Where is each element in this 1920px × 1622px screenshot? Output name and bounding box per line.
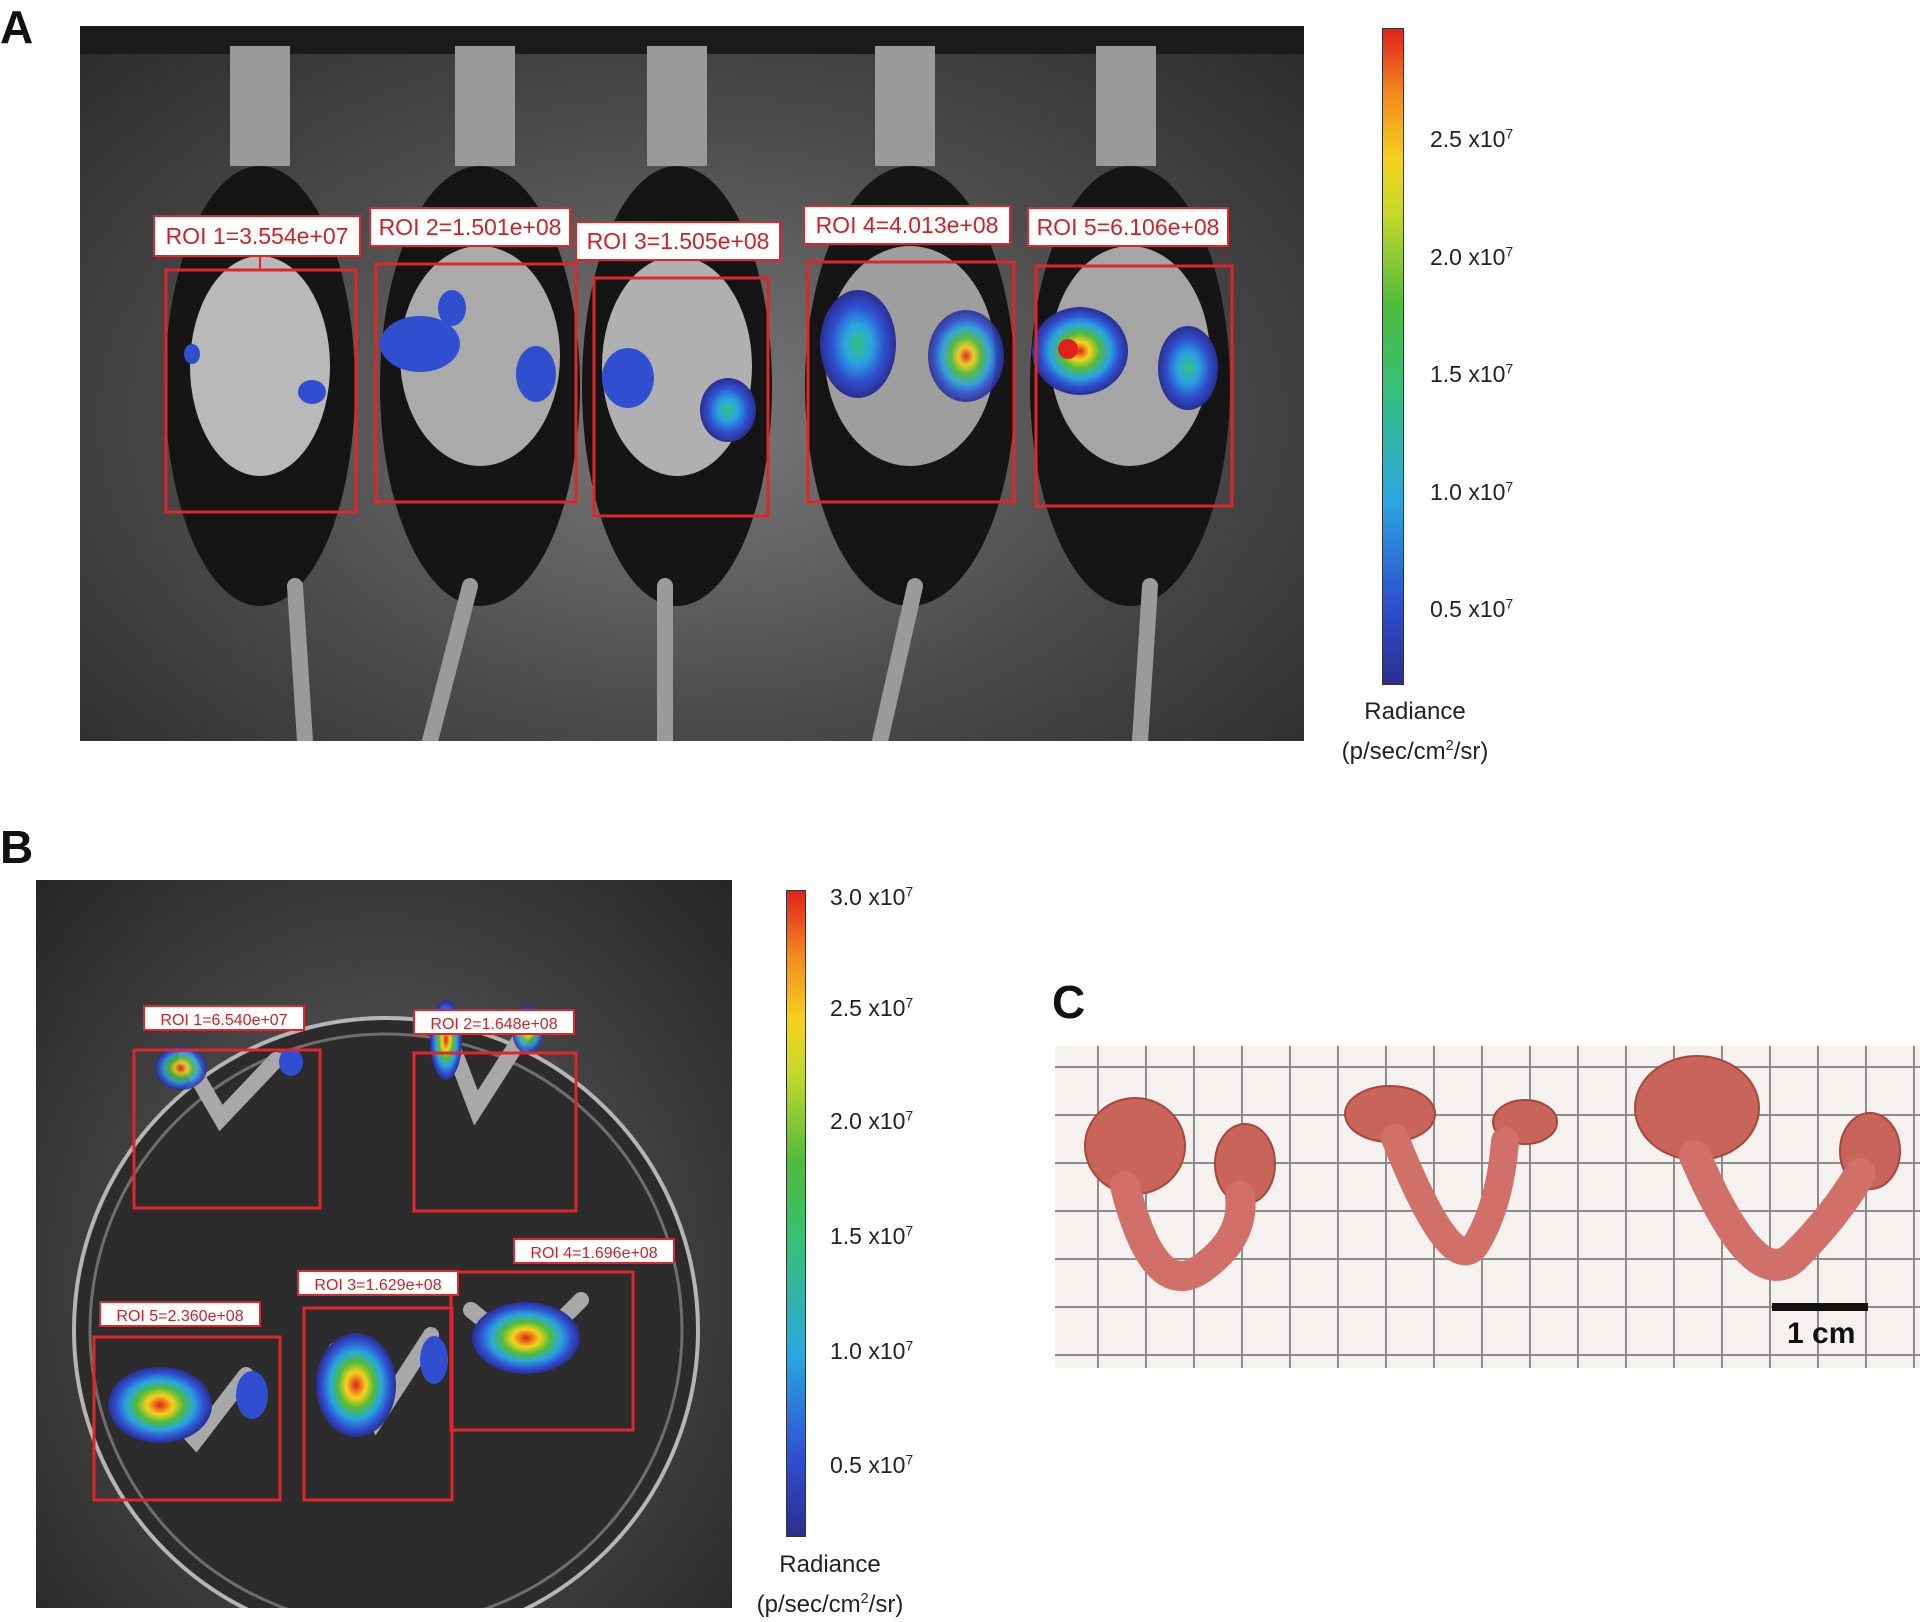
- colorbar-a-tick: 2.5 x107: [1430, 126, 1514, 152]
- panel-c-svg: [1084, 1055, 1901, 1291]
- roi-label-a2: ROI 2=1.501e+08: [379, 214, 562, 240]
- heat-signals: [184, 290, 1218, 442]
- mouse-tails: [287, 578, 1158, 741]
- heat-signals-b: [108, 1000, 580, 1443]
- roi-label-a4: ROI 4=4.013e+08: [816, 212, 999, 238]
- colorbar-a-unit: Radiance (p/sec/cm2/sr): [1341, 698, 1489, 765]
- colorbar-b-tick: 1.0 x107: [830, 1338, 914, 1364]
- colorbar-a: [1382, 28, 1404, 685]
- colorbar-b-tick: 1.5 x107: [830, 1223, 914, 1249]
- roi-boxes-b: [92, 1048, 635, 1502]
- roi-label-b2: ROI 2=1.648e+08: [430, 1016, 557, 1033]
- nose-cones: [230, 46, 1156, 166]
- scale-bar: [1772, 1303, 1868, 1311]
- roi-label-a5: ROI 5=6.106e+08: [1037, 214, 1220, 240]
- roi-labels-a: ROI 1=3.554e+07 ROI 2=1.501e+08 ROI 3=1.…: [153, 205, 1229, 270]
- colorbar-b: [786, 890, 806, 1537]
- roi-label-b1: ROI 1=6.540e+07: [160, 1012, 287, 1029]
- panel-a-svg: ROI 1=3.554e+07 ROI 2=1.501e+08 ROI 3=1.…: [80, 26, 1304, 741]
- roi-labels-b: ROI 1=6.540e+07 ROI 2=1.648e+08 ROI 3=1.…: [99, 1005, 675, 1327]
- roi-label-b3: ROI 3=1.629e+08: [314, 1277, 441, 1294]
- panel-b-letter: B: [0, 821, 34, 873]
- colorbar-a-tick: 1.5 x107: [1430, 361, 1514, 387]
- colorbar-b-tick: 2.0 x107: [830, 1108, 914, 1134]
- panel-c-uterus-photo: [1055, 1046, 1920, 1368]
- panel-a-bioluminescence-image: ROI 1=3.554e+07 ROI 2=1.501e+08 ROI 3=1.…: [80, 26, 1304, 741]
- roi-boxes-a: [164, 260, 1234, 518]
- scale-bar-label: 1 cm: [1787, 1317, 1856, 1350]
- petri-dish: [72, 1016, 700, 1608]
- colorbar-a-tick: 2.0 x107: [1430, 244, 1514, 270]
- colorbar-b-tick: 2.5 x107: [830, 995, 914, 1021]
- roi-label-b4: ROI 4=1.696e+08: [530, 1245, 657, 1262]
- panel-a-letter: A: [0, 1, 34, 53]
- roi-label-a3: ROI 3=1.505e+08: [587, 228, 770, 254]
- roi-label-b5: ROI 5=2.360e+08: [116, 1308, 243, 1325]
- panel-b-bioluminescence-image: ROI 1=6.540e+07 ROI 2=1.648e+08 ROI 3=1.…: [36, 880, 732, 1608]
- colorbar-b-unit: Radiance (p/sec/cm2/sr): [756, 1551, 904, 1618]
- colorbar-a-tick: 1.0 x107: [1430, 479, 1514, 505]
- colorbar-a-tick: 0.5 x107: [1430, 596, 1514, 622]
- roi-label-a1: ROI 1=3.554e+07: [166, 223, 349, 249]
- panel-b-svg: ROI 1=6.540e+07 ROI 2=1.648e+08 ROI 3=1.…: [72, 1000, 700, 1608]
- colorbar-b-tick: 0.5 x107: [830, 1452, 914, 1478]
- panel-c-letter: C: [1052, 976, 1086, 1028]
- colorbar-b-tick: 3.0 x107: [830, 884, 914, 910]
- excised-uteri: [1084, 1055, 1901, 1291]
